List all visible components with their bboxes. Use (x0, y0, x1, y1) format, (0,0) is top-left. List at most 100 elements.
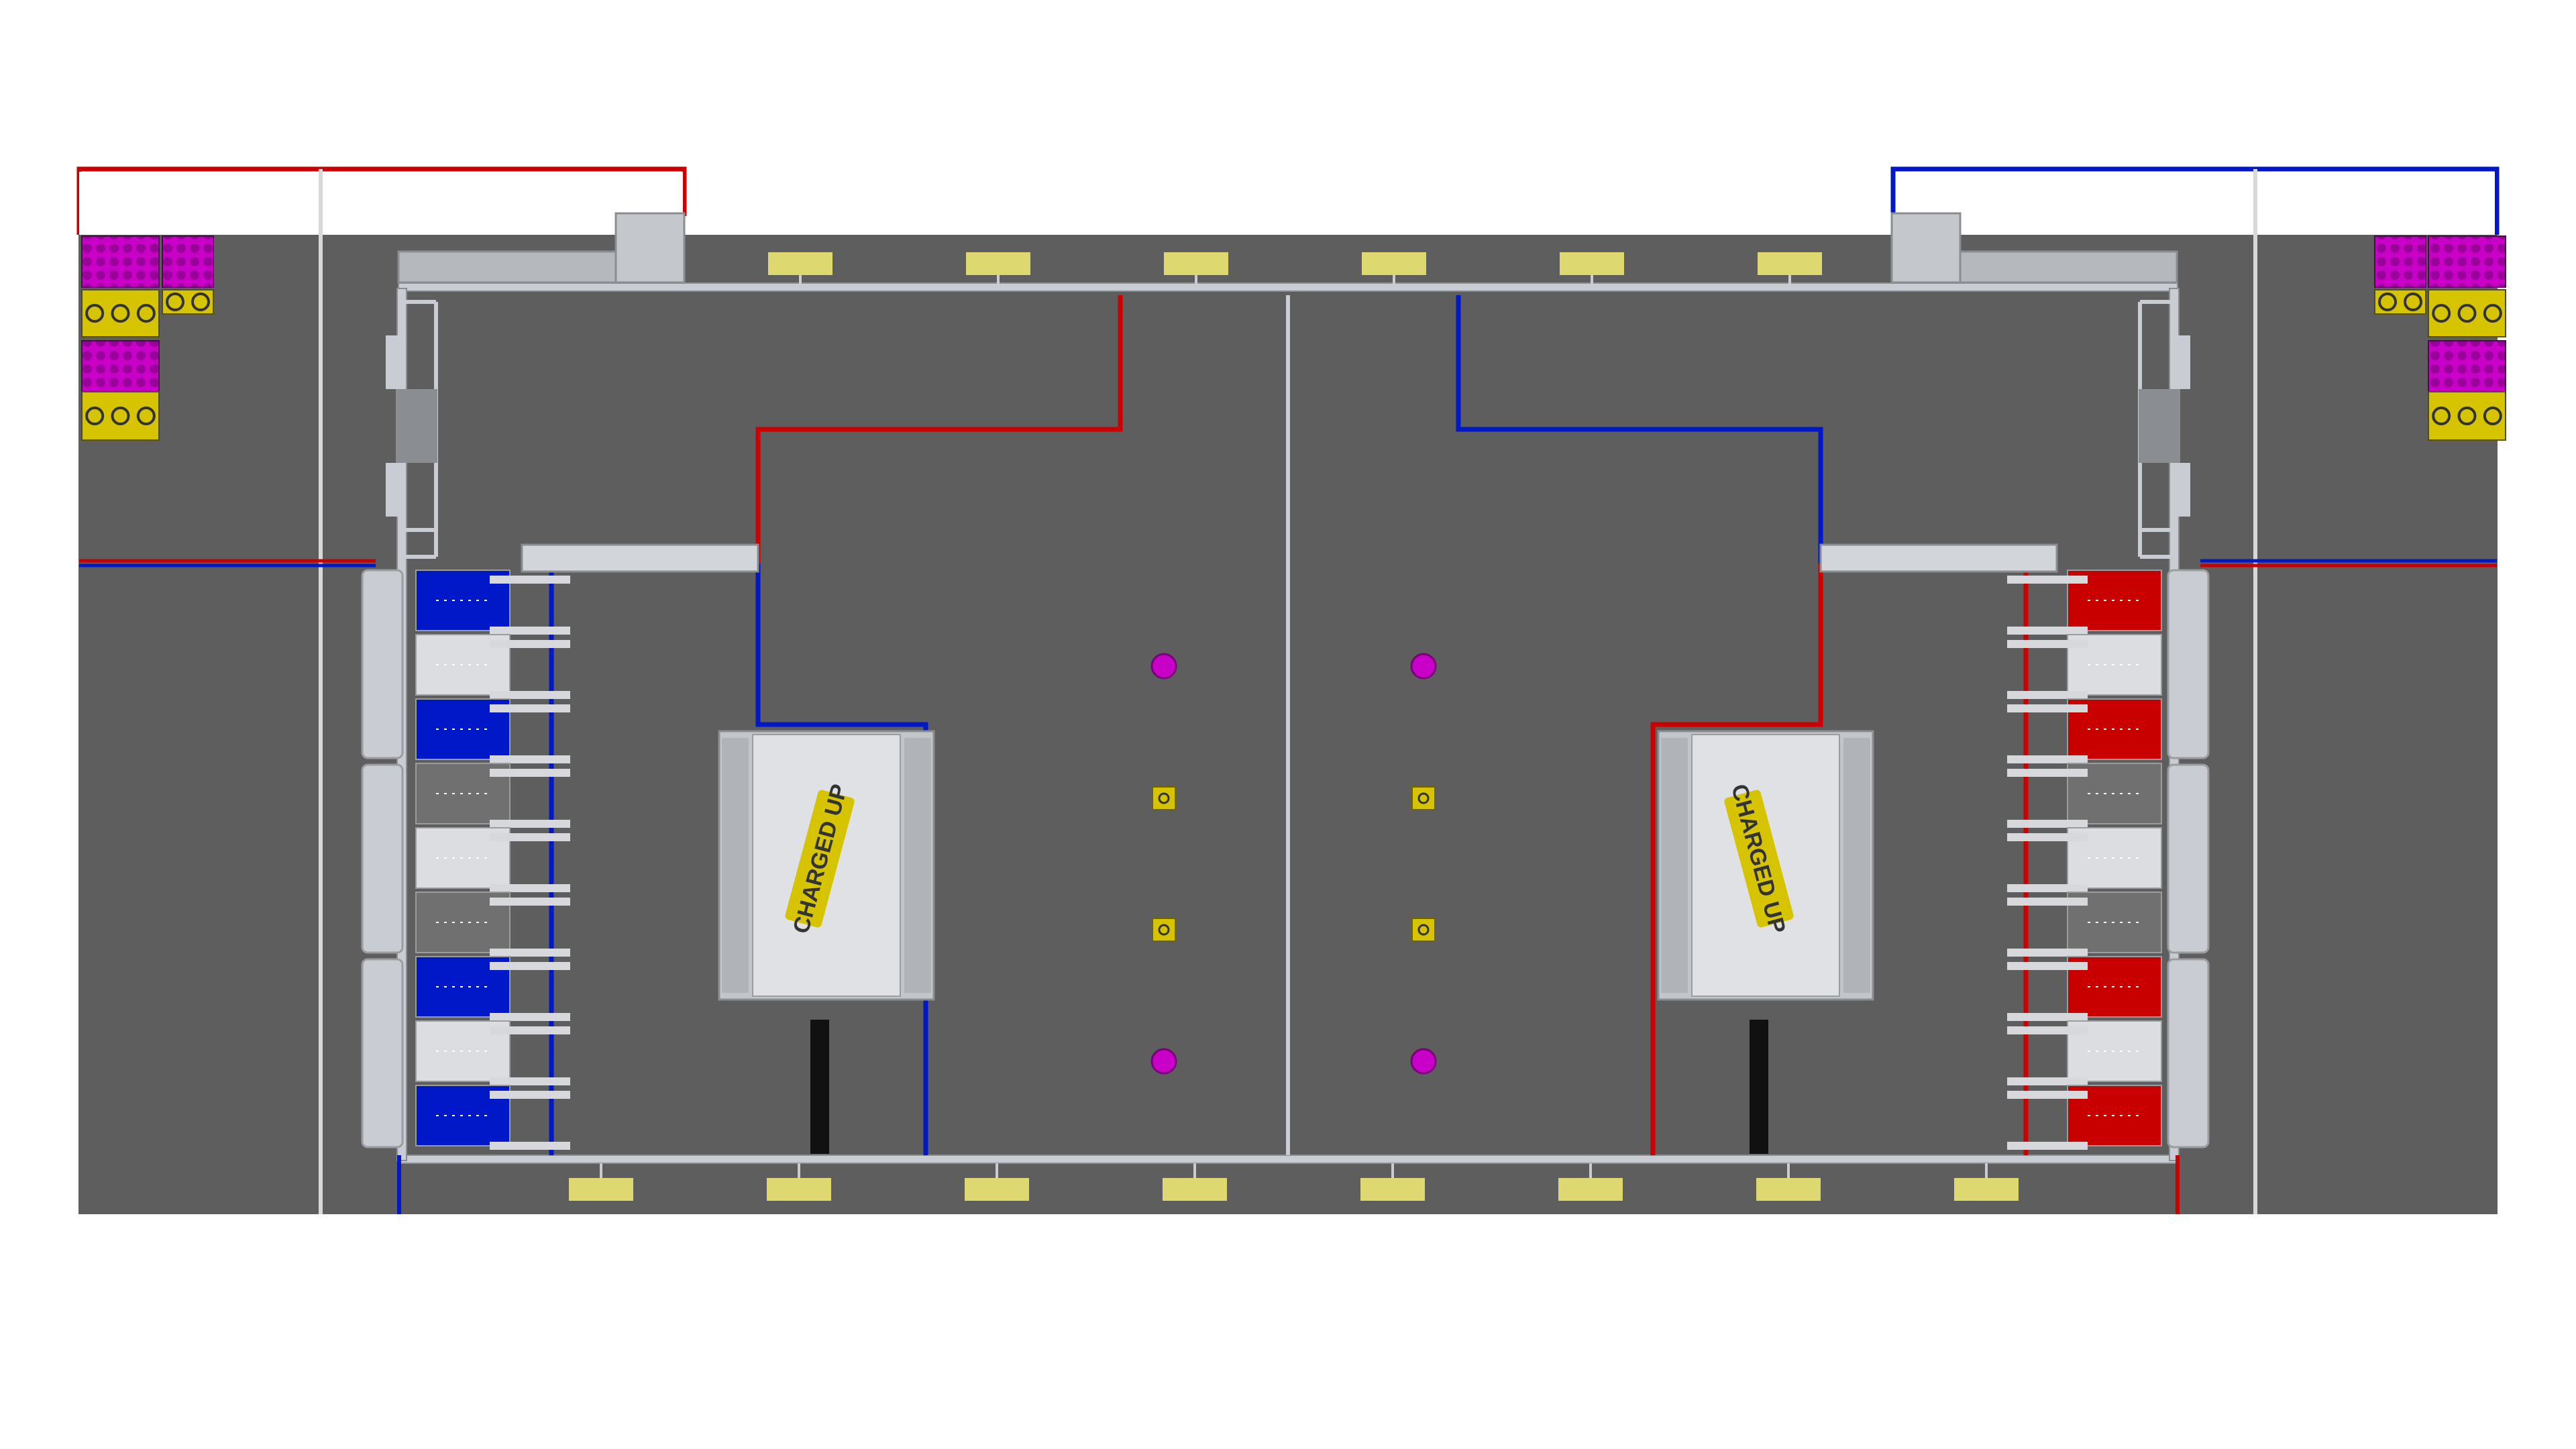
grid-shelf (490, 884, 570, 892)
top-pad-1 (768, 252, 833, 275)
grid-shelf (2007, 949, 2088, 957)
left-frame-block-1 (386, 335, 399, 389)
hp-left-cone-stack-2 (162, 289, 214, 315)
red-community-line (755, 295, 1123, 564)
charge-station-ramp (722, 738, 749, 993)
hp-left-cube-stack-2 (162, 235, 214, 288)
hp-left-cone-stack-1-ring (85, 304, 105, 323)
hp-left-cone-stack-2-ring (166, 292, 184, 311)
grid-backstop (2167, 763, 2210, 954)
bottom-pad-8 (1954, 1178, 2019, 1201)
grid-shelf (2007, 755, 2088, 763)
bottom-pad-5 (1360, 1178, 1425, 1201)
grid-shelf (490, 1077, 570, 1085)
blue-grid (361, 569, 570, 1150)
charged-up-logo-bg (1724, 790, 1794, 928)
staged-game-pieces (1150, 653, 1437, 1075)
grid-shelf (2007, 833, 2088, 841)
hp-left-cone-stack-3-ring (111, 407, 130, 425)
hp-right-cone-stack-2-ring (2457, 304, 2477, 323)
hp-right-cone-stack-3 (2428, 391, 2506, 441)
hp-left-cone-stack-3 (81, 391, 160, 441)
bottom-pad-7 (1756, 1178, 1821, 1201)
red-charge-station: CHARGED UP (1657, 730, 1874, 1001)
grid-shelf (2007, 704, 2088, 712)
charge-station-ramp (1661, 738, 1688, 993)
hp-right-cone-stack-3-ring (2457, 407, 2477, 425)
hp-right-cone-stack-1-ring (2378, 292, 2397, 311)
grid-shelf (2007, 691, 2088, 699)
blue-hp-white-strip (1896, 172, 2495, 235)
grid-shelf (490, 576, 570, 584)
grid-shelf (490, 898, 570, 906)
hp-right-cone-stack-3-ring (2483, 407, 2502, 425)
grid-shelf (490, 704, 570, 712)
grid-shelf (2007, 576, 2088, 584)
right-staged-cone-2-ring (1417, 792, 1430, 804)
hp-right-cube-stack-1 (2374, 235, 2426, 288)
bottom-wall (398, 1155, 2178, 1164)
left-barrier (521, 543, 759, 573)
grid-shelf (490, 962, 570, 970)
grid-shelf (490, 769, 570, 777)
hp-left-cone-stack-1-ring (111, 304, 130, 323)
top-pad-6 (1758, 252, 1822, 275)
hp-left-cone-stack-1 (81, 289, 160, 337)
top-pad-2 (966, 252, 1030, 275)
right-staged-cone-2 (1411, 786, 1436, 810)
right-frame-door (2139, 389, 2180, 463)
hp-right-cone-stack-2-ring (2483, 304, 2502, 323)
red-hp-white-strip (79, 172, 683, 235)
grid-backstop (2167, 569, 2210, 759)
top-pad-5 (1560, 252, 1624, 275)
grid-shelf (2007, 640, 2088, 648)
blue-charge-station: CHARGED UP (718, 730, 935, 1001)
blue-community-line-right (1456, 295, 1823, 564)
left-frame-door (396, 389, 437, 463)
grid-backstop (361, 763, 404, 954)
top-wall (398, 282, 2178, 292)
hp-right-cone-stack-2 (2428, 289, 2506, 337)
grid-shelf (490, 1091, 570, 1099)
hp-left-cube-stack-3 (81, 340, 160, 392)
grid-shelf (2007, 898, 2088, 906)
grid-shelf (2007, 884, 2088, 892)
hp-left-cone-stack-3-ring (136, 407, 156, 425)
hp-right-cone-stack-1-ring (2404, 292, 2422, 311)
wall-pads (569, 252, 2019, 1201)
bottom-pad-6 (1558, 1178, 1623, 1201)
hp-right-cone-stack-2-ring (2432, 304, 2451, 323)
grid-shelf (2007, 769, 2088, 777)
charged-up-logo-bg (785, 790, 855, 928)
hp-right-cube-stack-2 (2428, 235, 2506, 288)
left-staged-cone-3 (1152, 918, 1176, 942)
grid-shelf (2007, 1013, 2088, 1021)
grid-shelf (2007, 1077, 2088, 1085)
top-right-substation-block (1890, 212, 1962, 284)
grid-shelf (490, 640, 570, 648)
hp-left-cone-stack-3-ring (85, 407, 105, 425)
grid-shelf (490, 1142, 570, 1150)
left-staged-cube-1 (1150, 653, 1177, 680)
right-staged-cube-1 (1410, 653, 1437, 680)
right-frame-block-2 (2177, 463, 2190, 517)
grid-shelf (490, 755, 570, 763)
bottom-pad-2 (767, 1178, 831, 1201)
top-pad-4 (1362, 252, 1426, 275)
grid-backstop (2167, 958, 2210, 1148)
grid-shelf (2007, 1026, 2088, 1034)
top-pad-3 (1164, 252, 1228, 275)
right-staged-cube-4 (1410, 1048, 1437, 1075)
bottom-pad-4 (1163, 1178, 1227, 1201)
left-staged-cone-2-ring (1158, 792, 1170, 804)
hp-left-cube-stack-1 (81, 235, 160, 288)
right-hp-pieces (2374, 235, 2506, 441)
grid-shelf (490, 820, 570, 828)
grid-shelf (2007, 1091, 2088, 1099)
red-grid (2007, 569, 2210, 1150)
red-community-line-right (1650, 564, 1823, 1155)
blue-human-player-zone (1890, 166, 2500, 235)
right-barrier (1819, 543, 2058, 573)
right-staged-cone-3-ring (1417, 924, 1430, 936)
grid-shelf (490, 949, 570, 957)
